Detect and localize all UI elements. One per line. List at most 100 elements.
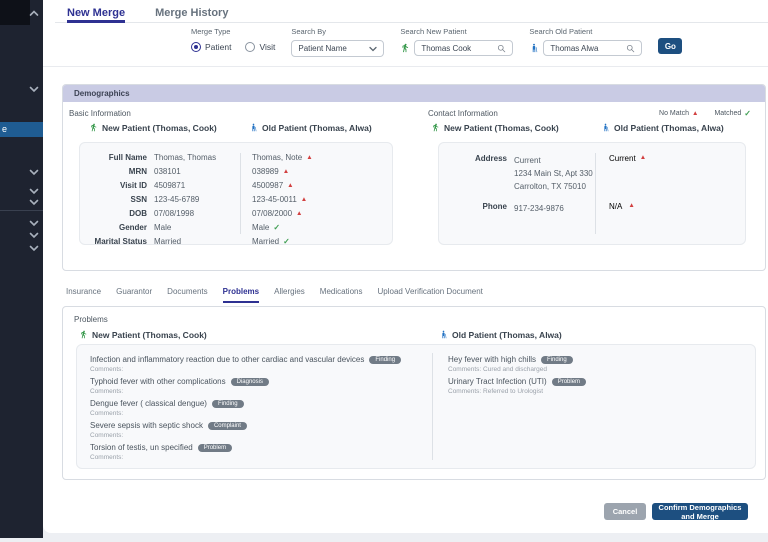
old-value: 07/08/2000 — [252, 208, 293, 218]
old-value: Male — [252, 222, 270, 232]
search-icon — [627, 44, 635, 52]
problems-new-patient-label: New Patient (Thomas, Cook) — [92, 329, 207, 340]
problem-text: Infection and inflammatory reaction due … — [90, 355, 365, 364]
go-button[interactable]: Go — [658, 38, 683, 54]
list-item: Hey fever with high chills Finding Commen… — [448, 355, 743, 373]
problem-text: Torsion of testis, un specified — [90, 443, 193, 452]
chevron-down-icon[interactable] — [29, 198, 39, 206]
old-value: 4500987 — [252, 180, 284, 190]
search-controls: Merge Type Patient Visit Search By Patie… — [191, 27, 683, 57]
problem-type-badge: Complaint — [207, 421, 247, 430]
table-row: MRN 038101 038989 ▲ — [80, 164, 392, 178]
new-value: Married — [154, 236, 182, 246]
detail-tab-bar: Insurance Guarantor Documents Problems A… — [66, 287, 483, 303]
tab-documents[interactable]: Documents — [167, 287, 208, 296]
status-icon: ▲ — [300, 195, 308, 203]
search-by-select[interactable]: Patient Name — [291, 40, 385, 57]
tab-guarantor[interactable]: Guarantor — [116, 287, 153, 296]
tab-merge-history[interactable]: Merge History — [155, 7, 229, 19]
contact-information-title: Contact Information — [428, 109, 498, 118]
problem-type-badge: Finding — [369, 355, 402, 364]
radio-visit-dot[interactable] — [245, 42, 256, 52]
sidebar-divider — [0, 210, 43, 211]
problem-text: Dengue fever ( classical dengue) — [90, 399, 207, 408]
tab-allergies[interactable]: Allergies — [274, 287, 305, 296]
chevron-down-icon[interactable] — [29, 85, 39, 93]
table-row: Gender Male Male ✓ — [80, 220, 392, 234]
basic-information-title: Basic Information — [69, 109, 131, 118]
problems-old-patient-header: Old Patient (Thomas, Alwa) — [439, 329, 562, 340]
field-label: Full Name — [108, 152, 147, 162]
problem-text: Hey fever with high chills — [448, 355, 537, 364]
new-problems-list: Infection and inflammatory reaction due … — [90, 355, 425, 465]
basic-old-patient-label: Old Patient (Thomas, Alwa) — [262, 122, 372, 133]
new-value: 07/08/1998 — [154, 208, 195, 218]
search-new-patient-label: Search New Patient — [400, 27, 467, 36]
chevron-down-icon[interactable] — [29, 244, 39, 252]
tab-problems[interactable]: Problems — [222, 287, 260, 303]
radio-patient[interactable]: Patient — [191, 42, 231, 52]
cancel-button[interactable]: Cancel — [604, 503, 646, 520]
field-label: Phone — [482, 202, 507, 211]
chevron-up-icon[interactable] — [29, 9, 39, 17]
problem-text: Typhoid fever with other complications — [90, 377, 226, 386]
problem-comments: Comments: — [90, 454, 124, 461]
search-old-patient-input[interactable] — [544, 43, 627, 53]
table-row: Marital Status Married Married ✓ — [80, 234, 392, 248]
header-divider — [43, 66, 768, 67]
old-value: Thomas, Note — [252, 152, 303, 162]
radio-visit[interactable]: Visit — [245, 42, 275, 52]
search-old-group: Search Old Patient — [529, 27, 643, 56]
field-label: Marital Status — [94, 236, 147, 246]
table-row: DOB 07/08/1998 07/08/2000 ▲ — [80, 206, 392, 220]
problems-title: Problems — [74, 315, 108, 324]
list-item: Torsion of testis, un specified Problem C… — [90, 443, 425, 461]
confirm-demographics-merge-button[interactable]: Confirm Demographics and Merge — [652, 503, 748, 521]
tab-insurance[interactable]: Insurance — [66, 287, 102, 296]
chevron-down-icon[interactable] — [29, 219, 39, 227]
old-value: Married — [252, 236, 280, 246]
search-new-patient-field — [414, 40, 514, 56]
left-navigation-sidebar: e — [0, 0, 43, 538]
tab-new-merge[interactable]: New Merge — [67, 0, 126, 23]
old-value: 123-45-0011 — [252, 194, 297, 204]
sidebar-item-active-merge[interactable]: e — [0, 122, 43, 137]
search-new-patient-input[interactable] — [415, 43, 498, 53]
problems-old-patient-label: Old Patient (Thomas, Alwa) — [452, 329, 562, 340]
basic-new-patient-label: New Patient (Thomas, Cook) — [102, 122, 217, 133]
field-label: DOB — [129, 208, 147, 218]
tab-upload-verification-document[interactable]: Upload Verification Document — [377, 287, 483, 296]
matched-label: Matched — [714, 110, 742, 117]
tab-medications[interactable]: Medications — [319, 287, 363, 296]
no-match-label: No Match — [659, 110, 689, 117]
demographics-panel: Demographics Basic Information New Patie… — [62, 84, 766, 271]
problem-text: Urinary Tract Infection (UTI) — [448, 377, 547, 386]
problem-text: Severe sepsis with septic shock — [90, 421, 203, 430]
contact-new-patient-header: New Patient (Thomas, Cook) — [431, 122, 559, 133]
field-label: Visit ID — [120, 180, 147, 190]
search-old-patient-label: Search Old Patient — [529, 27, 593, 36]
status-icon: ▲ — [639, 154, 647, 161]
status-icon: ▲ — [282, 167, 290, 175]
new-value: 123-45-6789 — [154, 194, 200, 204]
chevron-down-icon[interactable] — [29, 187, 39, 195]
problem-comments: Comments: — [90, 432, 124, 439]
new-value: Thomas, Thomas — [154, 152, 217, 162]
chevron-down-icon[interactable] — [29, 168, 39, 176]
list-item: Urinary Tract Infection (UTI) Problem Com… — [448, 377, 743, 395]
column-divider — [432, 353, 433, 460]
contact-info-card: Address Current 1234 Main St, Apt 330 Ca… — [438, 142, 746, 245]
problem-type-badge: Diagnosis — [230, 377, 269, 386]
no-match-legend: No Match ▲ — [659, 110, 698, 117]
chevron-down-icon[interactable] — [29, 231, 39, 239]
problems-panel: Problems New Patient (Thomas, Cook) Old … — [62, 306, 766, 480]
field-label: Address — [474, 154, 507, 163]
basic-new-patient-header: New Patient (Thomas, Cook) — [89, 122, 217, 133]
problems-new-patient-header: New Patient (Thomas, Cook) — [79, 329, 207, 340]
radio-patient-dot[interactable] — [191, 42, 201, 52]
problem-comments: Comments: — [90, 366, 124, 373]
field-label: MRN — [128, 166, 147, 176]
table-row: Visit ID 4509871 4500987 ▲ — [80, 178, 392, 192]
matched-legend: Matched ✓ — [714, 109, 751, 118]
